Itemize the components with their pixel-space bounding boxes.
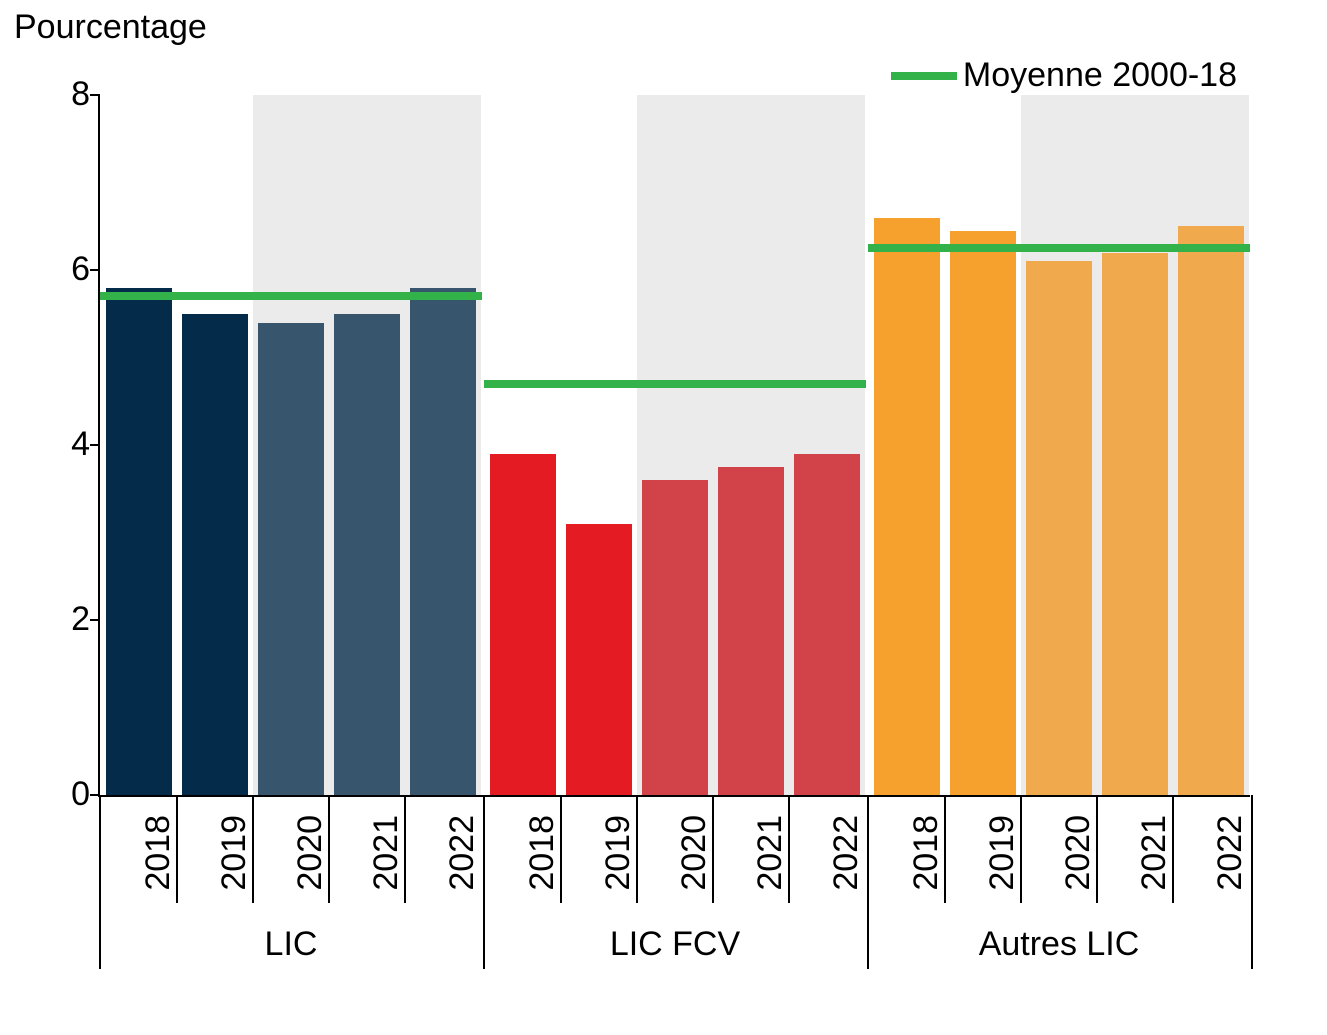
x-tick-mark (944, 795, 946, 903)
x-tick-mark (1096, 795, 1098, 903)
x-tick-label: 2022 (1211, 815, 1250, 895)
average-line (868, 244, 1250, 252)
x-tick-label: 2022 (443, 815, 482, 895)
x-tick-label: 2020 (1059, 815, 1098, 895)
group-separator (1251, 795, 1253, 969)
legend-label: Moyenne 2000-18 (963, 56, 1237, 95)
x-tick-label: 2020 (675, 815, 714, 895)
bar (642, 480, 708, 795)
x-tick-mark (636, 795, 638, 903)
x-tick-mark (1020, 795, 1022, 903)
x-tick-label: 2019 (215, 815, 254, 895)
group-label: LIC FCV (490, 925, 860, 964)
average-line (484, 380, 866, 388)
x-tick-mark (560, 795, 562, 903)
y-axis-title: Pourcentage (14, 8, 207, 47)
group-separator (867, 795, 869, 969)
bar (1102, 253, 1168, 796)
x-tick-mark (1172, 795, 1174, 903)
legend-swatch (891, 72, 957, 80)
group-separator (483, 795, 485, 969)
bar (490, 454, 556, 795)
x-axis-line (98, 795, 1250, 797)
x-tick-label: 2018 (139, 815, 178, 895)
x-tick-label: 2022 (827, 815, 866, 895)
y-tick-label: 0 (30, 775, 90, 814)
y-tick-label: 4 (30, 425, 90, 464)
bar (950, 231, 1016, 795)
bar (182, 314, 248, 795)
x-tick-mark (176, 795, 178, 903)
bar (106, 288, 172, 796)
x-tick-label: 2019 (599, 815, 638, 895)
bar (874, 218, 940, 796)
group-label: LIC (106, 925, 476, 964)
group-label: Autres LIC (874, 925, 1244, 964)
x-tick-label: 2020 (291, 815, 330, 895)
x-tick-mark (712, 795, 714, 903)
plot-area (100, 95, 1250, 795)
x-tick-label: 2021 (1135, 815, 1174, 895)
legend: Moyenne 2000-18 (891, 56, 1237, 95)
x-tick-label: 2018 (907, 815, 946, 895)
y-tick-label: 8 (30, 75, 90, 114)
bar (410, 288, 476, 796)
average-line (100, 292, 482, 300)
x-tick-mark (404, 795, 406, 903)
chart-root: Pourcentage Moyenne 2000-18 0 2 4 6 8 2018 201… (0, 0, 1327, 1035)
group-separator (99, 795, 101, 969)
y-tick-label: 6 (30, 250, 90, 289)
x-tick-label: 2021 (751, 815, 790, 895)
bar (1178, 226, 1244, 795)
y-tick-label: 2 (30, 600, 90, 639)
bar (566, 524, 632, 795)
x-tick-label: 2021 (367, 815, 406, 895)
bar (334, 314, 400, 795)
bar (794, 454, 860, 795)
bar (1026, 261, 1092, 795)
x-tick-label: 2018 (523, 815, 562, 895)
x-tick-mark (788, 795, 790, 903)
bar (258, 323, 324, 796)
x-tick-mark (328, 795, 330, 903)
bar (718, 467, 784, 795)
x-tick-mark (252, 795, 254, 903)
x-tick-label: 2019 (983, 815, 1022, 895)
y-axis-line (98, 95, 100, 795)
